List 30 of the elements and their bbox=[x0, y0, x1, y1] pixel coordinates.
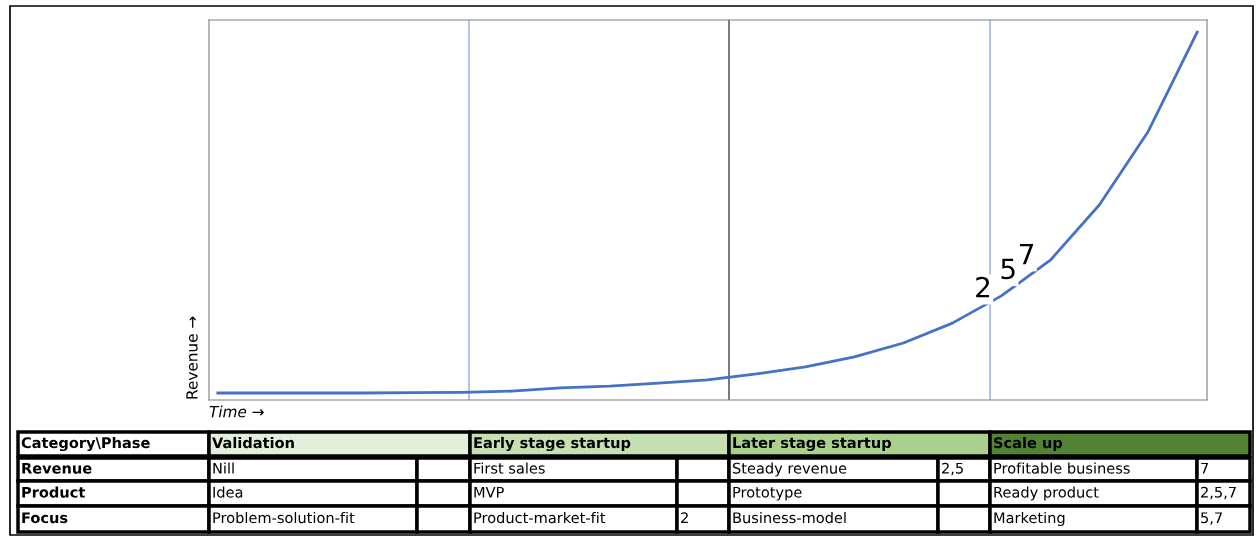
annotation: 2 bbox=[976, 276, 990, 298]
annotation: 7 bbox=[1020, 243, 1034, 265]
text: Steady revenue bbox=[732, 462, 847, 477]
text: Later stage startup bbox=[733, 437, 891, 452]
text: Problem-solution-fit bbox=[213, 511, 355, 524]
text: Scale up bbox=[994, 436, 1063, 452]
text: 7 bbox=[1201, 462, 1209, 474]
text: Business-model bbox=[733, 511, 846, 524]
x-axis-title: Time → bbox=[209, 405, 264, 418]
text: Validation bbox=[212, 436, 294, 449]
text: Focus bbox=[22, 512, 68, 524]
text: Product-market-fit bbox=[474, 511, 606, 524]
text: 2,5 bbox=[942, 462, 963, 476]
text: Marketing bbox=[994, 511, 1065, 527]
text: Revenue bbox=[22, 462, 92, 474]
y-axis-title: Revenue → bbox=[186, 316, 198, 399]
text: Nill bbox=[213, 462, 234, 474]
text: MVP bbox=[474, 486, 504, 498]
text: First sales bbox=[474, 462, 545, 474]
text: Product bbox=[22, 486, 85, 498]
text: 2,5,7 bbox=[1201, 486, 1236, 500]
text: Idea bbox=[213, 486, 243, 498]
text: Early stage startup bbox=[474, 436, 631, 452]
text: Category\Phase bbox=[21, 436, 150, 452]
text: Ready product bbox=[994, 486, 1099, 501]
text: Profitable business bbox=[994, 462, 1130, 474]
text: Prototype bbox=[733, 486, 802, 501]
text: 5,7 bbox=[1201, 512, 1222, 525]
annotation: 5 bbox=[1001, 258, 1015, 280]
text: 2 bbox=[681, 512, 688, 524]
